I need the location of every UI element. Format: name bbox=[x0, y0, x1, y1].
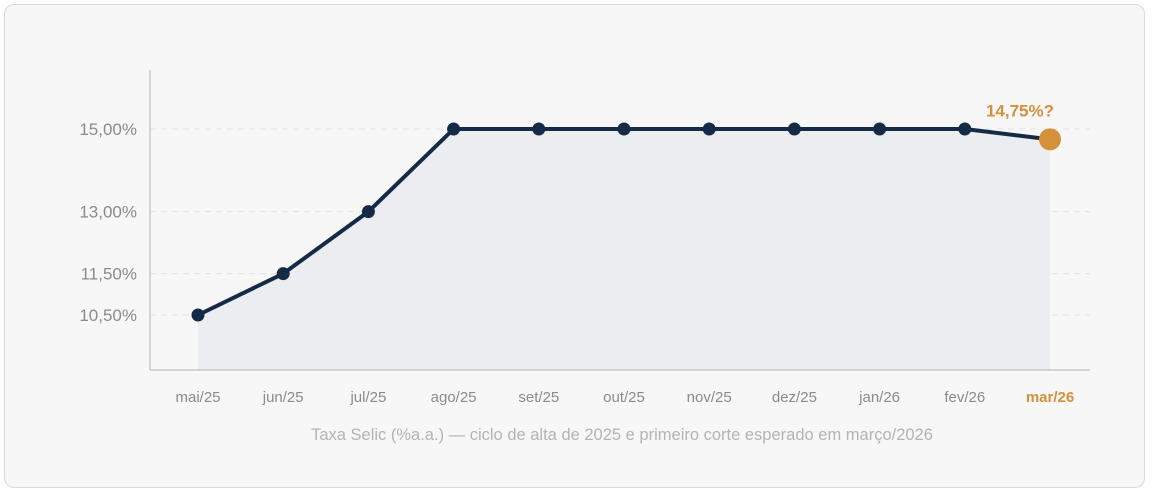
x-tick-label: mar/26 bbox=[1026, 389, 1074, 406]
y-tick-labels: 10,50% 11,50% 13,00% 15,00% bbox=[79, 120, 137, 325]
x-tick-labels: mai/25 jun/25 jul/25 ago/25 set/25 out/25 nov/… bbox=[175, 389, 1074, 406]
x-tick-label: out/25 bbox=[603, 389, 645, 406]
y-tick-label: 13,00% bbox=[79, 203, 137, 222]
data-points bbox=[191, 122, 1061, 322]
x-tick-label: jun/25 bbox=[262, 389, 304, 406]
chart-caption: Taxa Selic (%a.a.) — ciclo de alta de 20… bbox=[311, 426, 933, 444]
x-tick-label: mai/25 bbox=[175, 389, 220, 406]
data-point bbox=[276, 267, 290, 281]
x-tick-label: ago/25 bbox=[431, 389, 477, 406]
x-tick-label: set/25 bbox=[518, 389, 559, 406]
x-tick-label: jul/25 bbox=[349, 389, 386, 406]
data-point bbox=[447, 122, 461, 136]
highlight-point bbox=[1039, 128, 1061, 151]
data-point bbox=[532, 122, 546, 136]
x-tick-label: nov/25 bbox=[687, 389, 732, 406]
x-tick-label: fev/26 bbox=[944, 389, 985, 406]
area-fill bbox=[198, 129, 1050, 370]
data-point bbox=[958, 122, 972, 136]
y-tick-label: 15,00% bbox=[79, 120, 137, 139]
data-point bbox=[617, 122, 631, 136]
data-point bbox=[702, 122, 716, 136]
data-point bbox=[787, 122, 801, 136]
x-tick-label: dez/25 bbox=[772, 389, 817, 406]
y-tick-label: 10,50% bbox=[79, 306, 137, 325]
y-tick-label: 11,50% bbox=[81, 265, 137, 284]
data-point bbox=[361, 205, 375, 219]
annotation-label: 14,75%? bbox=[986, 101, 1054, 120]
data-point bbox=[191, 308, 205, 322]
x-tick-label: jan/26 bbox=[858, 389, 900, 406]
data-point bbox=[873, 122, 887, 136]
